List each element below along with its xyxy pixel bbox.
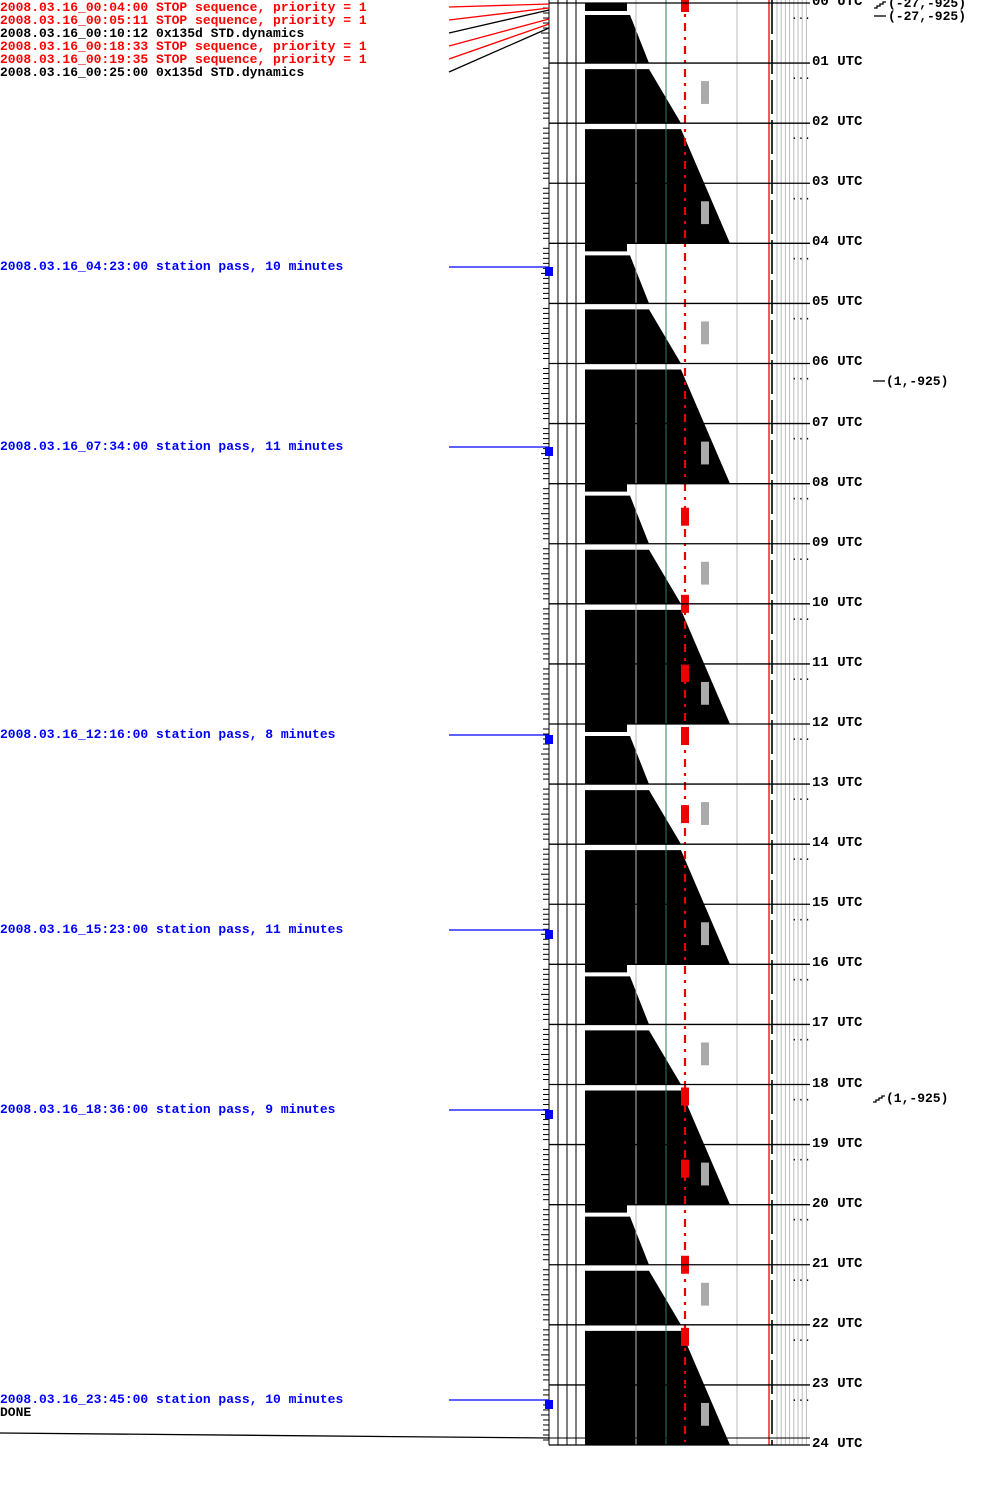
svg-text:...: ... [791, 792, 811, 804]
svg-text:...: ... [791, 1032, 811, 1044]
svg-text:...: ... [791, 1213, 811, 1225]
svg-text:...: ... [791, 732, 811, 744]
svg-text:...: ... [791, 1393, 811, 1405]
svg-text:...: ... [791, 672, 811, 684]
svg-text:...: ... [791, 1153, 811, 1165]
svg-text:...: ... [791, 852, 811, 864]
svg-text:...: ... [791, 131, 811, 143]
svg-text:...: ... [791, 972, 811, 984]
svg-text:...: ... [791, 1273, 811, 1285]
svg-text:...: ... [791, 71, 811, 83]
svg-text:...: ... [791, 311, 811, 323]
svg-text:...: ... [791, 1093, 811, 1105]
svg-text:...: ... [791, 1333, 811, 1345]
svg-text:...: ... [791, 432, 811, 444]
svg-text:...: ... [791, 492, 811, 504]
svg-text:...: ... [791, 612, 811, 624]
svg-text:...: ... [791, 11, 811, 23]
svg-text:...: ... [791, 912, 811, 924]
svg-text:...: ... [791, 251, 811, 263]
svg-text:...: ... [791, 372, 811, 384]
svg-text:...: ... [791, 552, 811, 564]
svg-text:...: ... [791, 191, 811, 203]
